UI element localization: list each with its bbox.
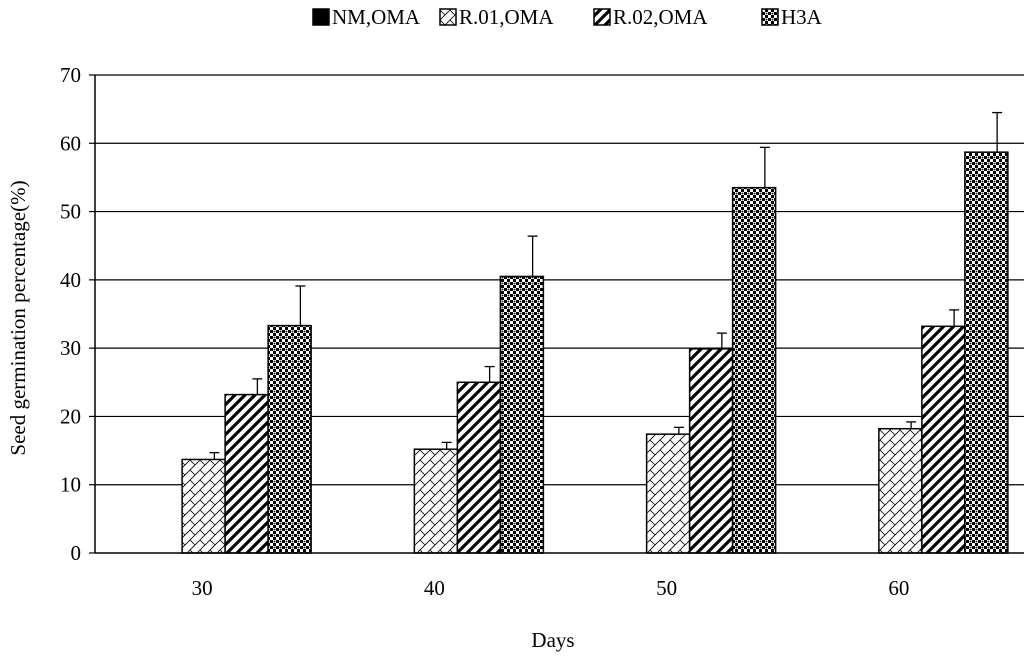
y-tick-label: 40 xyxy=(60,268,81,292)
y-tick-label: 0 xyxy=(71,541,82,565)
bar-h3a xyxy=(499,275,545,554)
bar-r-02-oma xyxy=(224,393,269,554)
bar-h3a xyxy=(731,186,777,554)
y-tick-label: 60 xyxy=(60,131,81,155)
legend: NM,OMA R.01,OMA R.02,OMA H3A xyxy=(312,5,823,29)
x-tick-labels: 30 40 50 60 xyxy=(192,576,910,600)
legend-swatch xyxy=(761,8,779,26)
y-tick-label: 70 xyxy=(60,63,81,87)
bar-r-01-oma xyxy=(645,433,691,554)
y-axis-title: Seed germination percentage(%) xyxy=(6,180,30,455)
x-tick-label: 30 xyxy=(192,576,213,600)
legend-label: R.02,OMA xyxy=(613,5,708,29)
bar-r-01-oma xyxy=(413,448,459,554)
bar-r-02-oma xyxy=(921,325,966,554)
bars xyxy=(181,111,1009,554)
legend-swatch xyxy=(312,8,330,26)
y-tick-label: 10 xyxy=(60,473,81,497)
bar-r-01-oma xyxy=(878,427,923,554)
bar-r-02-oma xyxy=(456,381,502,554)
y-tick-label: 50 xyxy=(60,200,81,224)
bar-r-02-oma xyxy=(688,348,734,554)
y-tick-label: 20 xyxy=(60,404,81,428)
y-tick-label: 30 xyxy=(60,336,81,360)
bar-r-01-oma xyxy=(181,458,226,554)
x-tick-label: 60 xyxy=(888,576,909,600)
legend-label: NM,OMA xyxy=(332,5,421,29)
legend-label: H3A xyxy=(781,5,823,29)
x-tick-label: 50 xyxy=(656,576,677,600)
bar-h3a xyxy=(267,324,312,554)
legend-label: R.01,OMA xyxy=(459,5,554,29)
x-tick-label: 40 xyxy=(424,576,445,600)
bar-h3a xyxy=(964,151,1009,554)
legend-swatch xyxy=(439,8,457,26)
legend-swatch xyxy=(593,8,611,26)
y-tick-labels: 0 10 20 30 40 50 60 70 xyxy=(60,63,81,565)
axes xyxy=(94,75,1024,554)
x-axis-title: Days xyxy=(531,628,574,652)
